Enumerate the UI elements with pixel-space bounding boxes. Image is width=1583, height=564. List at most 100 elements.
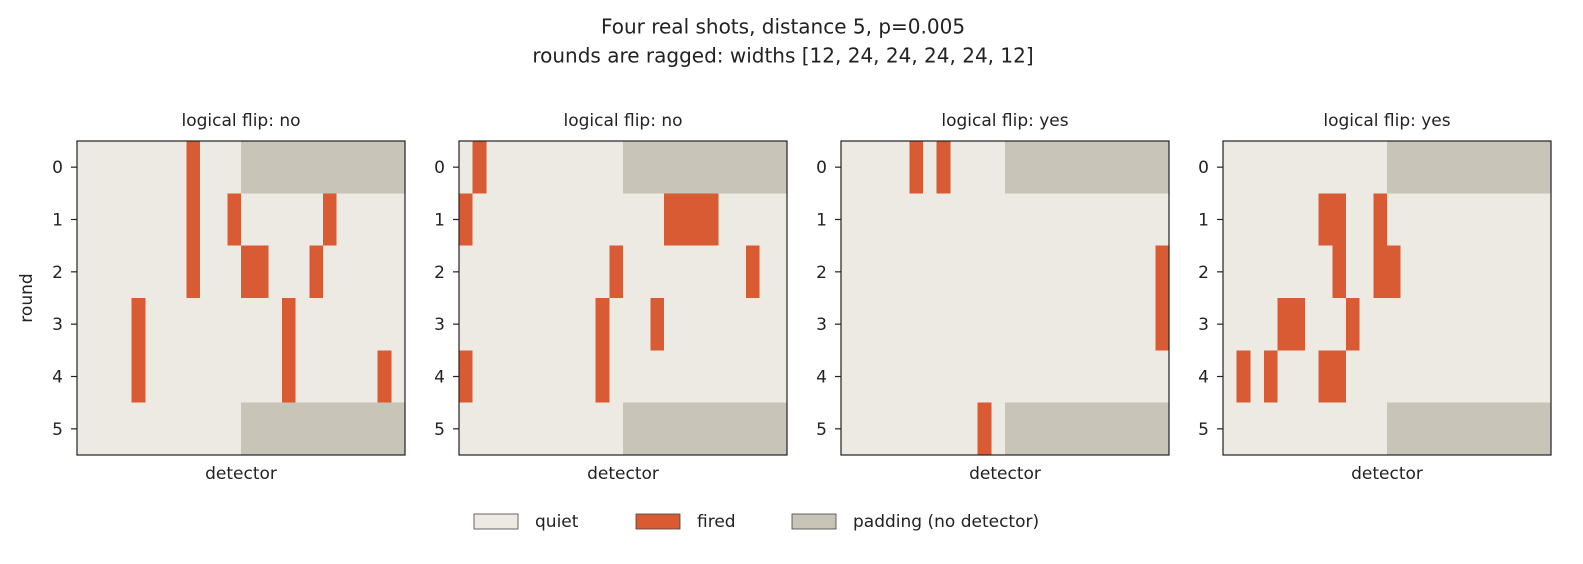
cell bbox=[1264, 298, 1279, 351]
cell bbox=[841, 245, 856, 299]
cell bbox=[1223, 141, 1238, 194]
cell bbox=[841, 298, 856, 351]
cell bbox=[882, 402, 897, 456]
cell bbox=[1428, 298, 1443, 351]
cell bbox=[950, 141, 965, 194]
cell bbox=[1469, 298, 1484, 351]
cell bbox=[1128, 245, 1143, 299]
cell bbox=[991, 298, 1006, 351]
cell bbox=[213, 245, 228, 299]
cell bbox=[282, 245, 297, 299]
cell bbox=[1018, 193, 1033, 247]
plot-frame bbox=[1222, 140, 1552, 456]
cell bbox=[759, 193, 774, 247]
cell bbox=[1250, 193, 1265, 247]
cell bbox=[1373, 350, 1388, 404]
plot-frame bbox=[458, 140, 788, 456]
cell bbox=[350, 350, 365, 404]
cell bbox=[909, 350, 924, 404]
cell bbox=[172, 245, 187, 299]
cell bbox=[759, 141, 774, 194]
cell bbox=[159, 298, 174, 351]
x-axis-label: detector bbox=[1351, 464, 1423, 484]
cell bbox=[200, 141, 215, 194]
cell bbox=[636, 141, 651, 194]
cell bbox=[241, 245, 256, 299]
cell bbox=[472, 350, 487, 404]
cell bbox=[664, 350, 679, 404]
cell bbox=[841, 141, 856, 194]
cell bbox=[1005, 245, 1020, 299]
cell bbox=[841, 193, 856, 247]
cell bbox=[636, 350, 651, 404]
cell bbox=[1155, 402, 1170, 456]
cell bbox=[977, 350, 992, 404]
cell bbox=[459, 402, 474, 456]
cell bbox=[391, 141, 406, 194]
cell bbox=[568, 402, 583, 456]
cell bbox=[1400, 193, 1415, 247]
cell bbox=[200, 298, 215, 351]
cell bbox=[1223, 350, 1238, 404]
cell bbox=[854, 193, 869, 247]
cell bbox=[131, 350, 146, 404]
cell bbox=[172, 402, 187, 456]
cell bbox=[527, 402, 542, 456]
cell bbox=[773, 141, 788, 194]
cell bbox=[541, 402, 556, 456]
cell bbox=[650, 193, 665, 247]
cell bbox=[1387, 350, 1402, 404]
cell bbox=[1264, 245, 1279, 299]
panel-title: logical flip: no bbox=[563, 111, 682, 131]
cell bbox=[964, 402, 979, 456]
cell bbox=[650, 350, 665, 404]
cell bbox=[77, 245, 92, 299]
cell bbox=[950, 298, 965, 351]
cell bbox=[882, 141, 897, 194]
cell bbox=[868, 245, 883, 299]
cell bbox=[1005, 350, 1020, 404]
cell bbox=[923, 141, 938, 194]
cell bbox=[1332, 193, 1347, 247]
cell bbox=[1496, 245, 1511, 299]
cell bbox=[650, 245, 665, 299]
cell bbox=[1291, 402, 1306, 456]
cell bbox=[118, 350, 133, 404]
cell bbox=[1387, 141, 1402, 194]
cell bbox=[186, 245, 201, 299]
cell bbox=[977, 193, 992, 247]
cell bbox=[595, 245, 610, 299]
cell bbox=[1305, 350, 1320, 404]
cell bbox=[936, 193, 951, 247]
cell bbox=[1141, 245, 1156, 299]
cell bbox=[1128, 402, 1143, 456]
cell bbox=[459, 245, 474, 299]
cell bbox=[1373, 402, 1388, 456]
cell bbox=[309, 193, 324, 247]
cell bbox=[159, 402, 174, 456]
cell bbox=[554, 350, 569, 404]
cell bbox=[1236, 245, 1251, 299]
cell bbox=[609, 402, 624, 456]
cell bbox=[1305, 193, 1320, 247]
y-tick-label: 3 bbox=[52, 315, 63, 335]
cell bbox=[541, 245, 556, 299]
cell bbox=[868, 141, 883, 194]
cell bbox=[104, 141, 119, 194]
cell bbox=[854, 245, 869, 299]
cell bbox=[1236, 141, 1251, 194]
cell bbox=[746, 245, 761, 299]
cell bbox=[172, 298, 187, 351]
cell bbox=[1155, 350, 1170, 404]
cell bbox=[118, 298, 133, 351]
cell bbox=[186, 350, 201, 404]
cell bbox=[1291, 245, 1306, 299]
cell bbox=[854, 350, 869, 404]
cell bbox=[1455, 193, 1470, 247]
cell bbox=[472, 245, 487, 299]
cell bbox=[1087, 141, 1102, 194]
cell bbox=[582, 298, 597, 351]
cell bbox=[691, 141, 706, 194]
cell bbox=[268, 193, 283, 247]
cell bbox=[732, 141, 747, 194]
